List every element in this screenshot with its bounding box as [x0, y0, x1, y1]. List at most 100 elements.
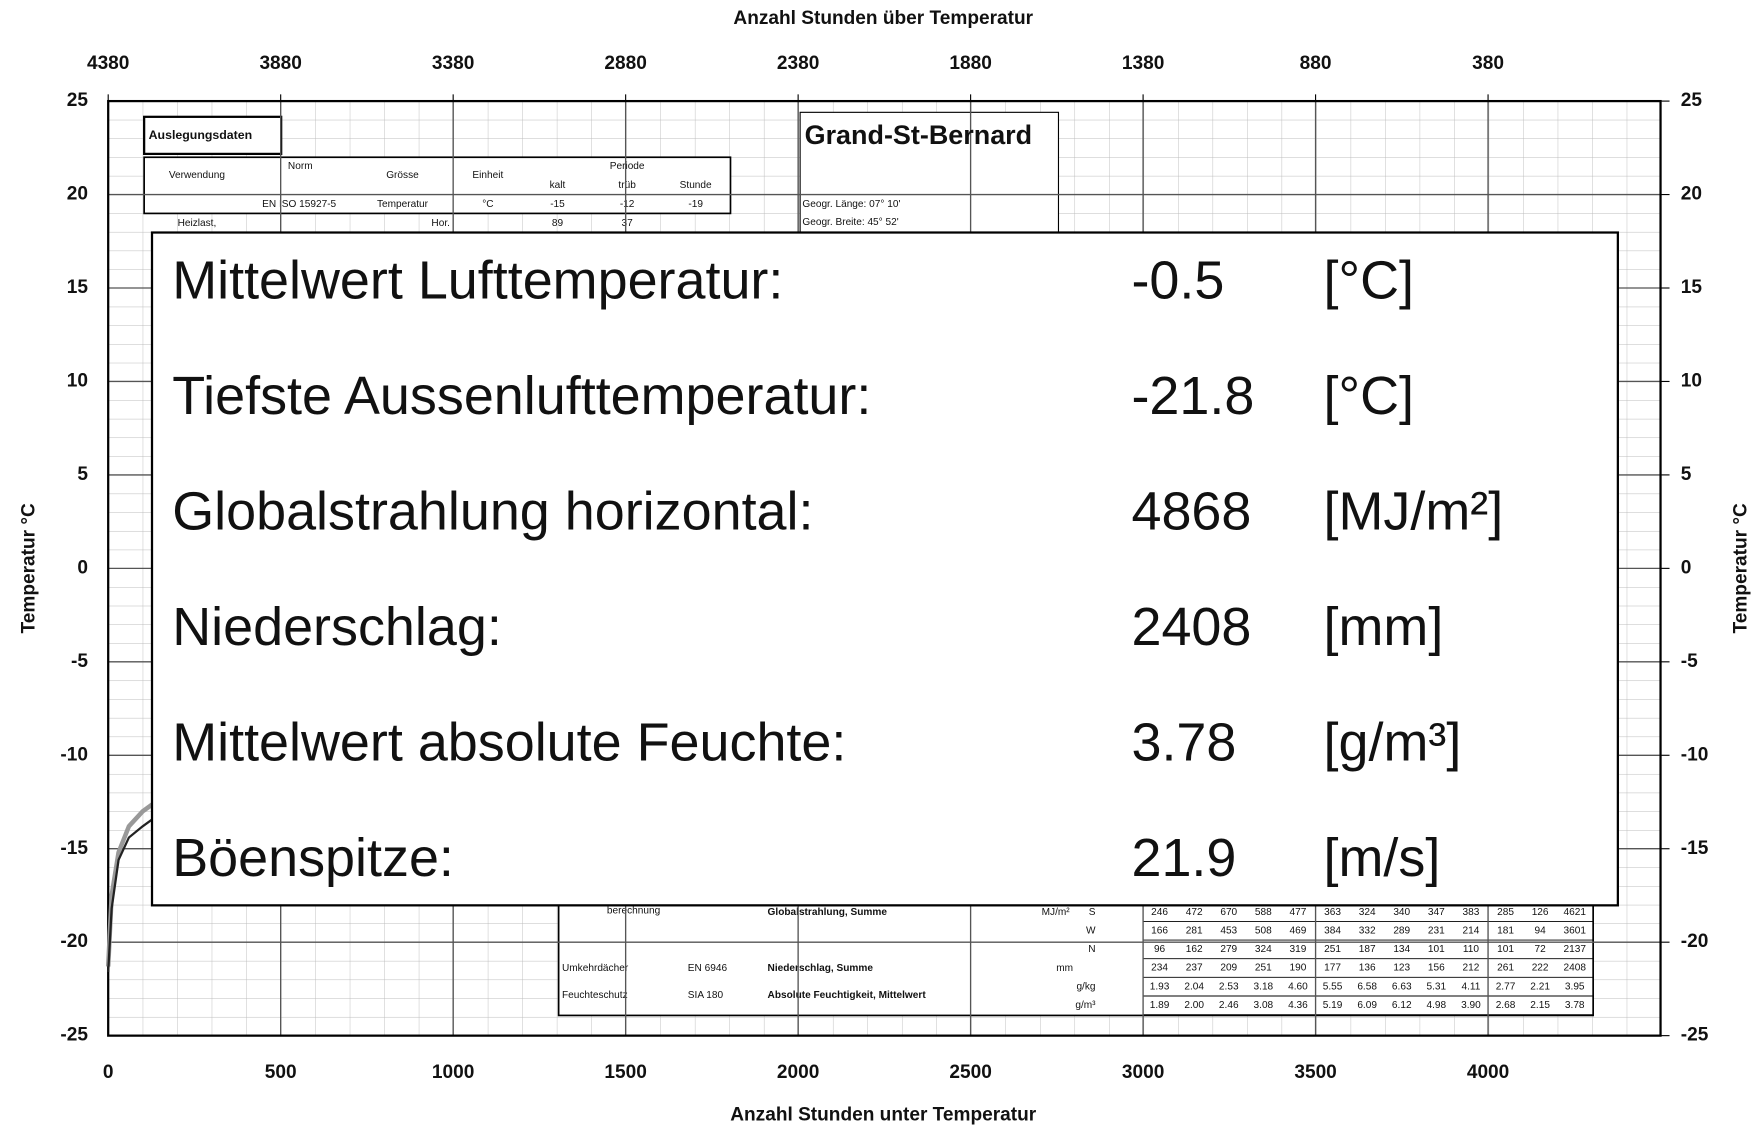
table-cell: 3.18: [1254, 981, 1274, 992]
table-cell: 3.78: [1565, 1000, 1585, 1011]
table-label: MJ/m²: [1042, 907, 1071, 918]
overlay-label: Böenspitze:: [172, 828, 454, 888]
table-cell: 156: [1428, 963, 1445, 974]
table-cell: 231: [1428, 925, 1445, 936]
table-cell: 453: [1220, 925, 1237, 936]
y2-tick-label: 5: [1681, 464, 1692, 485]
table-header: Stunde: [680, 180, 712, 191]
table-cell: 2.68: [1496, 1000, 1516, 1011]
table-cell: 251: [1324, 944, 1341, 955]
right-axis-title: Temperatur °C: [1730, 503, 1751, 633]
top-tick-label: 2380: [777, 53, 819, 74]
table-cell: 289: [1393, 925, 1410, 936]
table-cell: 37: [622, 218, 634, 229]
table-cell: Heizlast,: [178, 218, 217, 229]
overlay-unit: [MJ/m²]: [1324, 481, 1504, 541]
x-tick-label: 1500: [604, 1062, 646, 1083]
y2-tick-label: 25: [1681, 90, 1703, 111]
table-cell: 162: [1186, 944, 1203, 955]
table-cell: 4.11: [1461, 981, 1480, 992]
y2-tick-label: 20: [1681, 184, 1702, 205]
table-cell: 6.09: [1357, 1000, 1377, 1011]
x-tick-label: 4000: [1467, 1062, 1509, 1083]
table-cell: 324: [1255, 944, 1272, 955]
table-label: EN 6946: [688, 963, 728, 974]
table-cell: 2137: [1563, 944, 1586, 955]
y-tick-label: 5: [77, 464, 88, 485]
y-tick-label: -20: [60, 931, 88, 952]
x-tick-label: 3000: [1122, 1062, 1164, 1083]
table-cell: 508: [1255, 925, 1272, 936]
table-cell: 477: [1290, 907, 1307, 918]
row-key: g/kg: [1076, 981, 1095, 992]
row-key: g/m³: [1075, 1000, 1096, 1011]
y-tick-label: 15: [67, 277, 89, 298]
table-cell: 94: [1535, 925, 1547, 936]
y-tick-label: -25: [60, 1025, 88, 1046]
overlay-label: Mittelwert Lufttemperatur:: [172, 250, 783, 310]
table-cell: 4.60: [1288, 981, 1308, 992]
row-key: N: [1088, 944, 1095, 955]
table-cell: EN ISO 15927-5: [262, 199, 336, 210]
section-title: Auslegungsdaten: [149, 128, 253, 142]
table-cell: 285: [1497, 907, 1514, 918]
table-cell: 472: [1186, 907, 1203, 918]
table-cell: 1.89: [1150, 1000, 1170, 1011]
table-cell: 5.19: [1323, 1000, 1343, 1011]
table-cell: 3601: [1563, 925, 1586, 936]
table-cell: 190: [1290, 963, 1307, 974]
overlay-value: 4868: [1131, 481, 1251, 541]
table-cell: 110: [1463, 944, 1479, 955]
table-cell: 72: [1535, 944, 1547, 955]
table-cell: -15: [550, 199, 565, 210]
y2-tick-label: -25: [1681, 1025, 1709, 1046]
table-cell: 177: [1324, 963, 1341, 974]
top-tick-label: 3880: [259, 53, 301, 74]
table-cell: 4.98: [1427, 1000, 1447, 1011]
table-cell: 384: [1324, 925, 1341, 936]
top-tick-label: 380: [1472, 53, 1504, 74]
table-cell: 6.12: [1392, 1000, 1412, 1011]
table-cell: 251: [1255, 963, 1272, 974]
table-cell: 3.90: [1461, 1000, 1481, 1011]
geo-line: Geogr. Breite: 45° 52': [802, 217, 898, 228]
table-cell: 347: [1428, 907, 1445, 918]
left-axis-title: Temperatur °C: [19, 503, 40, 633]
table-cell: 383: [1463, 907, 1480, 918]
overlay-unit: [mm]: [1324, 597, 1444, 657]
table-cell: 166: [1151, 925, 1168, 936]
table-cell: 670: [1220, 907, 1237, 918]
table-cell: 2.21: [1530, 981, 1550, 992]
y-tick-label: 0: [77, 557, 88, 578]
y2-tick-label: 10: [1681, 371, 1702, 392]
table-cell: 1.93: [1150, 981, 1170, 992]
overlay-unit: [°C]: [1324, 366, 1414, 426]
table-cell: 212: [1463, 963, 1480, 974]
table-cell: 324: [1359, 907, 1376, 918]
y2-tick-label: 15: [1681, 277, 1703, 298]
y-tick-label: 25: [67, 90, 89, 111]
table-cell: 6.58: [1357, 981, 1377, 992]
overlay-box: [150, 231, 1619, 907]
top-tick-label: 3380: [432, 53, 474, 74]
overlay-value: 21.9: [1131, 828, 1236, 888]
table-cell: °C: [482, 199, 493, 210]
overlay-unit: [g/m³]: [1324, 712, 1462, 772]
x-tick-label: 1000: [432, 1062, 474, 1083]
table-header: Norm: [288, 161, 313, 172]
table-cell: 96: [1154, 944, 1166, 955]
table-header: Einheit: [472, 170, 503, 181]
background-sheet: Verwendung Norm Grösse Einheit Periode kalt tr…: [143, 111, 1594, 1017]
table-label: Niederschlag, Summe: [768, 963, 874, 974]
table-cell: 2408: [1563, 963, 1586, 974]
table-cell: 2.00: [1184, 1000, 1204, 1011]
table-cell: 134: [1393, 944, 1410, 955]
table-cell: 2.15: [1530, 1000, 1550, 1011]
top-tick-label: 880: [1300, 53, 1332, 74]
table-header: Grösse: [386, 170, 419, 181]
bottom-axis-title: Anzahl Stunden unter Temperatur: [730, 1104, 1037, 1125]
table-cell: 246: [1151, 907, 1168, 918]
x-tick-label: 500: [265, 1062, 297, 1083]
table-label: Globalstrahlung, Summe: [768, 907, 888, 918]
